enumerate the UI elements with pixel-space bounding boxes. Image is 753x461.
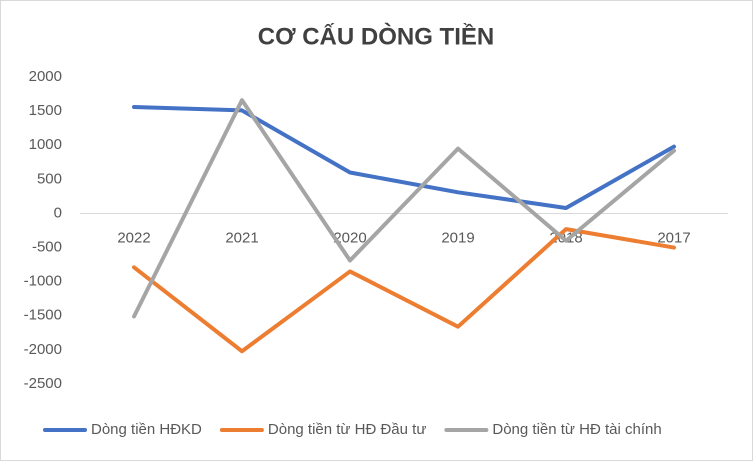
y-tick-label: -1000 xyxy=(24,273,62,290)
y-tick-label: -2500 xyxy=(24,375,62,392)
x-tick-label: 2021 xyxy=(225,229,258,246)
x-tick-label: 2019 xyxy=(441,229,474,246)
legend-label: Dòng tiền từ HĐ Đầu tư xyxy=(268,421,426,438)
y-tick-label: 1000 xyxy=(29,136,62,153)
x-tick-label: 2017 xyxy=(657,229,690,246)
series-line xyxy=(132,227,676,354)
y-tick-label: 2000 xyxy=(29,68,62,85)
y-tick-label: -1500 xyxy=(24,307,62,324)
y-tick-label: 500 xyxy=(37,170,62,187)
y-tick-label: -500 xyxy=(32,239,62,256)
legend-label: Dòng tiền HĐKD xyxy=(91,421,202,438)
x-tick-label: 2020 xyxy=(333,229,366,246)
series-line xyxy=(132,98,676,319)
y-tick-label: 0 xyxy=(54,204,62,221)
y-tick-label: 1500 xyxy=(29,102,62,119)
chart-title: CƠ CẤU DÒNG TIỀN xyxy=(258,22,494,50)
series-line xyxy=(132,105,676,210)
x-tick-label: 2022 xyxy=(117,229,150,246)
y-tick-label: -2000 xyxy=(24,341,62,358)
legend-label: Dòng tiền từ HĐ tài chính xyxy=(492,421,661,438)
